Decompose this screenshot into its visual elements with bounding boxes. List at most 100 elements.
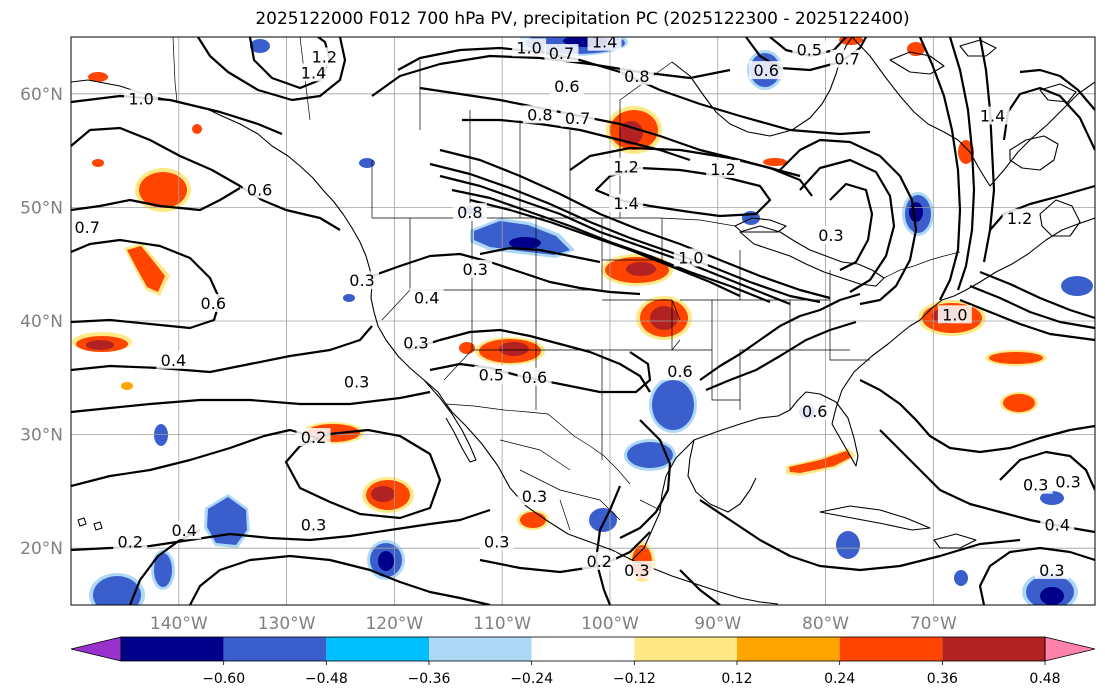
contour-label-background bbox=[549, 76, 584, 95]
contour-label: 0.6 bbox=[667, 362, 692, 381]
map-title: 2025122000 F012 700 hPa PV, precipitatio… bbox=[255, 9, 910, 29]
pv-contour-line bbox=[979, 270, 1095, 320]
coast-west-us bbox=[370, 283, 453, 413]
contour-label-background bbox=[749, 61, 784, 80]
contour-label-background bbox=[296, 428, 331, 447]
pv-contour-line bbox=[479, 531, 651, 574]
contour-label: 0.3 bbox=[1039, 561, 1064, 580]
precip-negative-patch bbox=[902, 192, 934, 236]
contour-label: 1.4 bbox=[301, 63, 326, 82]
contour-label-background bbox=[124, 89, 159, 108]
contour-label: 0.3 bbox=[349, 271, 374, 290]
contour-label: 0.8 bbox=[527, 105, 552, 124]
contour-label-background bbox=[479, 532, 514, 551]
coast-hispaniola bbox=[933, 533, 977, 549]
precip-positive-patch bbox=[517, 510, 549, 530]
map-border bbox=[70, 36, 1096, 606]
contour-label: 1.4 bbox=[980, 107, 1005, 126]
colorbar-bin bbox=[531, 637, 635, 661]
latitude-tick-label: 40°N bbox=[20, 312, 63, 332]
contour-label: 0.3 bbox=[1023, 476, 1048, 495]
contour-label-background bbox=[663, 362, 698, 381]
contour-label-background bbox=[512, 38, 547, 57]
contour-label-background bbox=[619, 66, 654, 85]
axis-labels: 140°W 130°W 120°W 110°W 100°W 90°W 80°W 70°W 60°… bbox=[20, 85, 957, 634]
coast-alaska bbox=[71, 79, 373, 285]
contour-label: 1.2 bbox=[312, 47, 337, 66]
contour-label-background bbox=[830, 49, 865, 68]
contour-label: 0.4 bbox=[171, 521, 196, 540]
pv-contours bbox=[71, 37, 1095, 605]
precip-negative-patch bbox=[1022, 572, 1078, 605]
pv-contour-line bbox=[829, 182, 874, 271]
contour-label: 0.3 bbox=[818, 226, 843, 245]
longitude-tick-label: 90°W bbox=[694, 614, 741, 634]
pv-contour-line bbox=[959, 298, 1095, 342]
pv-contour-line bbox=[745, 37, 867, 72]
contour-label: 0.5 bbox=[797, 41, 822, 60]
longitude-tick-label: 120°W bbox=[365, 614, 423, 634]
latitude-tick-label: 30°N bbox=[20, 426, 63, 446]
precip-negative-patch bbox=[649, 377, 697, 433]
pv-contour-line bbox=[197, 37, 347, 102]
contour-label: 0.3 bbox=[301, 515, 326, 534]
pv-contour-line bbox=[71, 94, 283, 136]
pv-contour-line bbox=[71, 238, 222, 330]
contour-label: 1.4 bbox=[613, 194, 638, 213]
contour-label-background bbox=[517, 487, 552, 506]
contour-label: 0.8 bbox=[624, 67, 649, 86]
pv-contour-line bbox=[779, 138, 918, 306]
contour-label: 0.6 bbox=[247, 180, 272, 199]
contour-label: 0.5 bbox=[479, 366, 504, 385]
pv-contour-line bbox=[429, 162, 821, 304]
precip-negative-patch bbox=[89, 550, 175, 605]
precip-negative-patch bbox=[367, 540, 405, 580]
pv-contour-line bbox=[989, 184, 1095, 231]
contour-labels: 1.21.41.00.70.60.60.40.30.20.30.40.20.71… bbox=[71, 33, 1086, 580]
contour-label: 1.4 bbox=[592, 33, 617, 52]
contour-label: 0.7 bbox=[74, 218, 99, 237]
contour-label-background bbox=[1051, 472, 1086, 491]
contour-label-background bbox=[619, 560, 654, 579]
pv-contour-line bbox=[469, 198, 741, 297]
latitude-tick-label: 60°N bbox=[20, 85, 63, 105]
pv-contour-line bbox=[619, 419, 672, 539]
colorbar-extend-max bbox=[1044, 636, 1096, 662]
contour-label-background bbox=[1040, 515, 1075, 534]
contour-label: 0.6 bbox=[754, 61, 779, 80]
contour-label-background bbox=[813, 225, 848, 244]
colorbar-tick-label: 0.24 bbox=[824, 671, 855, 687]
longitude-tick-label: 130°W bbox=[258, 614, 316, 634]
contour-label-background bbox=[609, 193, 644, 212]
precip-positive-patch bbox=[124, 243, 170, 296]
pv-contour-line bbox=[999, 450, 1095, 491]
colorbar-tick-label: −0.36 bbox=[408, 671, 451, 687]
pv-contour-line bbox=[371, 54, 731, 97]
coast-newfoundland bbox=[1039, 199, 1081, 237]
colorbar: −0.60 −0.48 −0.36 −0.24 −0.12 0.12 0.24 0.36 0.4… bbox=[70, 636, 1096, 687]
latitude-tick-label: 50°N bbox=[20, 198, 63, 218]
precip-positive-patch bbox=[636, 296, 692, 340]
contour-label-background bbox=[975, 106, 1010, 125]
contour-label-background bbox=[937, 305, 972, 324]
pv-contour-line bbox=[71, 187, 241, 212]
contour-label-background bbox=[113, 532, 148, 551]
contour-label-background bbox=[609, 157, 644, 176]
contour-label-background bbox=[307, 47, 342, 66]
coast-yucatan bbox=[687, 439, 757, 513]
colorbar-bin bbox=[223, 637, 327, 661]
contour-label: 0.4 bbox=[414, 288, 439, 307]
colorbar-tick-label: −0.12 bbox=[613, 671, 656, 687]
pv-contour-line bbox=[569, 146, 813, 197]
pv-contour-line bbox=[71, 325, 373, 374]
coast-arctic-islands bbox=[889, 39, 1077, 103]
contour-label-background bbox=[1034, 560, 1069, 579]
border-us-mexico bbox=[445, 403, 631, 485]
pv-contour-line bbox=[189, 554, 491, 605]
contour-label-background bbox=[1018, 475, 1053, 494]
pv-contour-line bbox=[71, 428, 319, 488]
contour-label: 0.6 bbox=[522, 368, 547, 387]
contour-label: 0.6 bbox=[554, 77, 579, 96]
contour-label-background bbox=[296, 63, 331, 82]
